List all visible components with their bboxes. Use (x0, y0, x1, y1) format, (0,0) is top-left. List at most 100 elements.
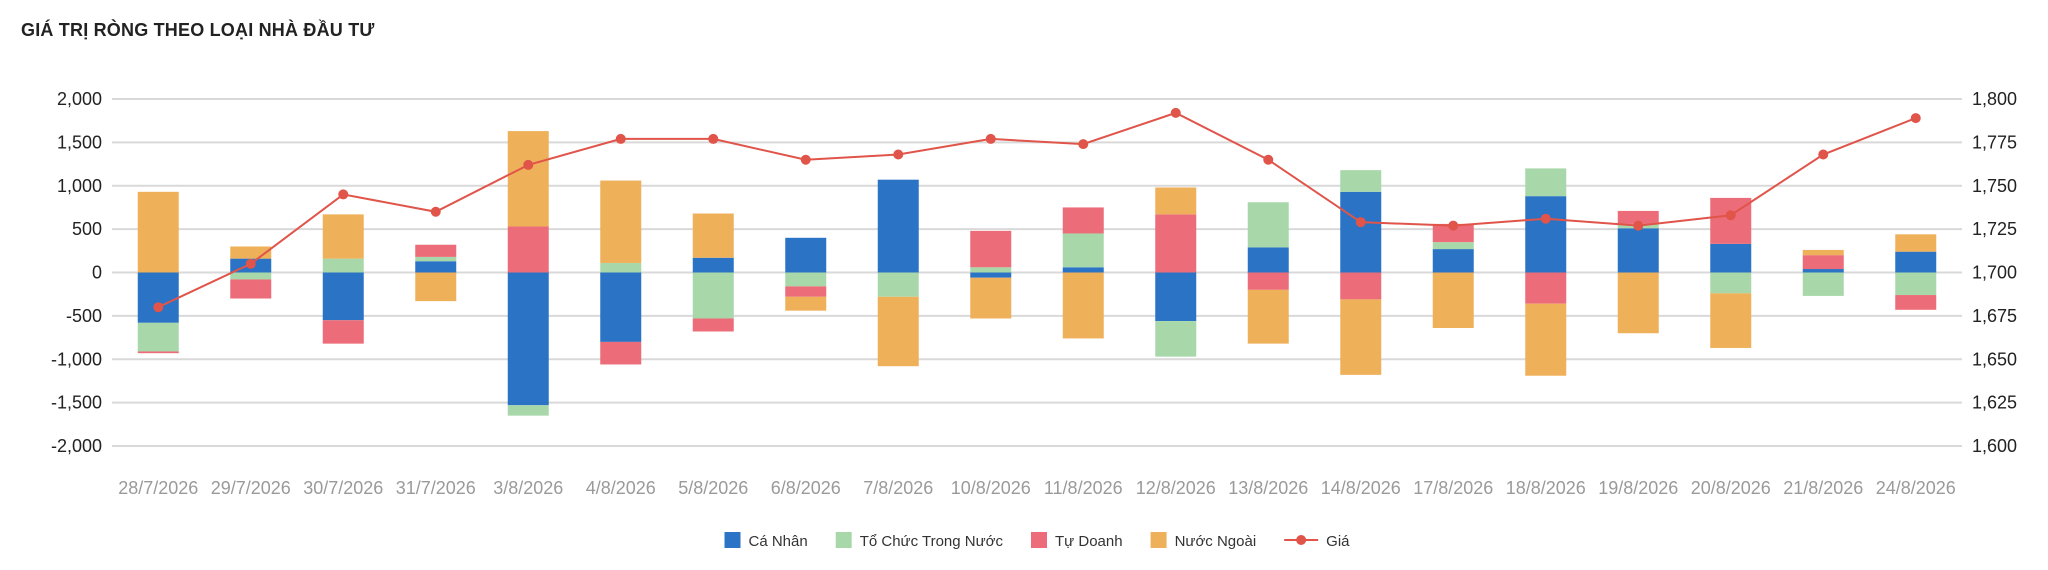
bar-segment (1525, 196, 1567, 273)
price-point (430, 206, 441, 217)
bar-segment (1895, 251, 1937, 273)
bar-segment (785, 237, 827, 273)
x-tick-label: 21/8/2026 (1783, 478, 1863, 498)
legend-item: Nước Ngoài (1150, 532, 1257, 550)
y-left-tick-label: -1,500 (51, 393, 102, 413)
price-point (708, 133, 719, 144)
bar-segment (507, 226, 549, 273)
legend-label: Giá (1326, 533, 1350, 550)
y-right-tick-label: 1,775 (1972, 132, 2017, 152)
legend-label: Tổ Chức Trong Nước (860, 533, 1004, 550)
y-left-tick-label: 0 (92, 263, 102, 283)
legend-label: Nước Ngoài (1175, 533, 1257, 550)
bar-segment (1247, 247, 1289, 273)
bar-segment (970, 272, 1012, 278)
legend-label: Cá Nhân (749, 533, 808, 550)
legend-swatch (724, 532, 741, 548)
bar-segment (1340, 272, 1382, 300)
bar-segment (1247, 202, 1289, 248)
x-tick-label: 6/8/2026 (771, 478, 841, 498)
bar-segment (1155, 272, 1197, 322)
x-tick-label: 18/8/2026 (1506, 478, 1586, 498)
bar-segment (1802, 255, 1844, 270)
bar-segment (1617, 210, 1659, 224)
bar-segment (1155, 214, 1197, 273)
price-point (1633, 220, 1644, 231)
bar-segment (507, 405, 549, 416)
bar-segment (1247, 272, 1289, 290)
bar-segment (1895, 295, 1937, 310)
x-tick-label: 10/8/2026 (951, 478, 1031, 498)
price-line (153, 107, 1921, 313)
bar-segment (600, 272, 642, 342)
bar-segment (1525, 168, 1567, 197)
x-tick-label: 7/8/2026 (863, 478, 933, 498)
bar-segment (692, 257, 734, 273)
bar-segment (1710, 243, 1752, 273)
bar-segment (1432, 272, 1474, 329)
x-tick-label: 14/8/2026 (1321, 478, 1401, 498)
price-line-path (157, 111, 1917, 309)
bar-segment (1340, 170, 1382, 192)
bar-segment (137, 322, 179, 352)
x-axis: 28/7/2026 29/7/2026 30/7/2026 31/7/2026 3/8/… (118, 478, 1956, 498)
price-point (1725, 210, 1736, 221)
bar-segment (692, 318, 734, 332)
price-point (1910, 113, 1921, 124)
price-point (1448, 220, 1459, 231)
bar-segment (1432, 249, 1474, 273)
bar-segment (785, 272, 827, 287)
bar-segment (877, 179, 919, 273)
bar-segment (1340, 191, 1382, 273)
price-point (1540, 213, 1551, 224)
bar-segment (970, 267, 1012, 273)
x-tick-label: 20/8/2026 (1691, 478, 1771, 498)
bar-segment (1247, 289, 1289, 344)
x-tick-label: 17/8/2026 (1413, 478, 1493, 498)
right-axis: 1,800 1,775 1,750 1,725 1,700 1,675 1,650 1,625… (1972, 89, 2017, 456)
x-tick-label: 5/8/2026 (678, 478, 748, 498)
price-point (1078, 139, 1089, 150)
x-tick-label: 28/7/2026 (118, 478, 198, 498)
y-right-tick-label: 1,750 (1972, 176, 2017, 196)
legend-marker (1296, 535, 1307, 545)
y-left-tick-label: -2,000 (51, 436, 102, 456)
bar-segment (137, 191, 179, 273)
gridlines (112, 98, 1962, 447)
bar-segment (322, 272, 364, 321)
x-tick-label: 31/7/2026 (396, 478, 476, 498)
legend-label: Tự Doanh (1055, 533, 1123, 550)
x-tick-label: 4/8/2026 (586, 478, 656, 498)
bar-segment (322, 214, 364, 259)
price-point (800, 154, 811, 165)
bar-segment (1340, 299, 1382, 375)
bar-segment (1432, 223, 1474, 243)
legend-item: Tổ Chức Trong Nước (835, 532, 1004, 550)
legend: Cá Nhân Tổ Chức Trong Nước Tự Doanh Nước Ng… (724, 532, 1350, 550)
bar-segment (1062, 272, 1104, 339)
y-left-tick-label: 2,000 (57, 89, 102, 109)
bar-segment (1525, 272, 1567, 304)
price-point (338, 189, 349, 200)
bar-segment (1525, 303, 1567, 376)
bar-segment (415, 256, 457, 262)
bar-segment (1802, 269, 1844, 273)
x-tick-label: 30/7/2026 (303, 478, 383, 498)
bar-segment (970, 277, 1012, 319)
y-right-tick-label: 1,700 (1972, 263, 2017, 283)
x-tick-label: 12/8/2026 (1136, 478, 1216, 498)
bar-segment (1802, 249, 1844, 256)
bar-segment (600, 341, 642, 365)
y-right-tick-label: 1,725 (1972, 219, 2017, 239)
bar-segment (415, 261, 457, 273)
x-tick-label: 11/8/2026 (1044, 478, 1123, 498)
bar-segment (1710, 272, 1752, 294)
legend-swatch (835, 532, 852, 548)
bar-segment (415, 272, 457, 302)
price-point (893, 149, 904, 160)
bar-segment (507, 272, 549, 406)
bar-segment (1155, 321, 1197, 357)
bar-segment (970, 230, 1012, 268)
legend-swatch (1150, 532, 1167, 548)
bar-segment (1617, 272, 1659, 334)
